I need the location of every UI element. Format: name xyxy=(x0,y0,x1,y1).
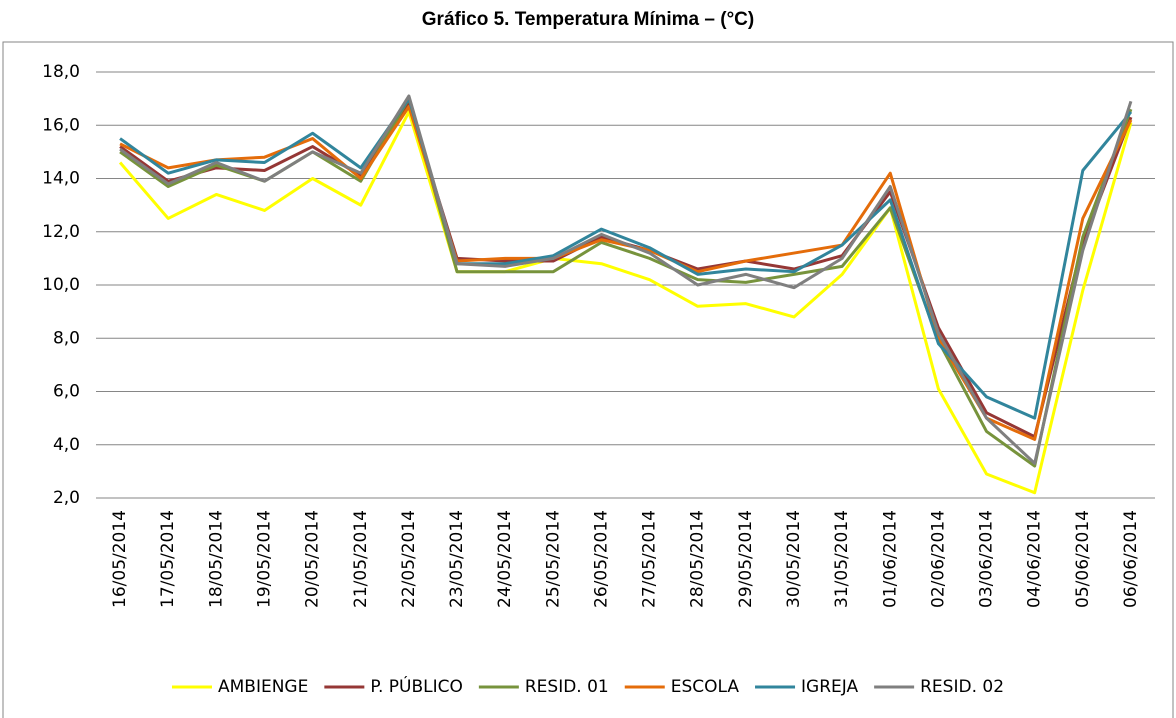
x-tick-label: 30/05/2014 xyxy=(784,510,804,608)
x-tick-label: 19/05/2014 xyxy=(254,510,274,608)
x-tick-label: 03/06/2014 xyxy=(977,510,997,608)
x-tick-label: 18/05/2014 xyxy=(206,510,226,608)
y-tick-label: 18,0 xyxy=(42,62,80,82)
x-tick-label: 16/05/2014 xyxy=(110,510,130,608)
legend-label: ESCOLA xyxy=(671,677,740,697)
x-tick-label: 28/05/2014 xyxy=(688,510,708,608)
x-tick-label: 20/05/2014 xyxy=(303,510,323,608)
x-tick-label: 06/06/2014 xyxy=(1121,510,1141,608)
x-tick-label: 21/05/2014 xyxy=(351,510,371,608)
x-tick-label: 29/05/2014 xyxy=(736,510,756,608)
y-tick-label: 6,0 xyxy=(53,382,80,402)
y-tick-label: 12,0 xyxy=(42,222,80,242)
x-tick-label: 22/05/2014 xyxy=(399,510,419,608)
x-tick-label: 05/06/2014 xyxy=(1073,510,1093,608)
x-tick-label: 23/05/2014 xyxy=(447,510,467,608)
x-tick-label: 04/06/2014 xyxy=(1025,510,1045,608)
series-line xyxy=(119,94,1133,465)
legend-label: RESID. 01 xyxy=(525,677,609,697)
y-tick-label: 14,0 xyxy=(42,169,80,189)
x-tick-label: 01/06/2014 xyxy=(880,510,900,608)
y-tick-label: 16,0 xyxy=(42,115,80,135)
x-tick-label: 27/05/2014 xyxy=(640,510,660,608)
chart-title: Gráfico 5. Temperatura Mínima – (°C) xyxy=(422,9,754,30)
legend-label: IGREJA xyxy=(801,677,858,697)
legend-label: P. PÚBLICO xyxy=(370,675,463,697)
x-tick-label: 24/05/2014 xyxy=(495,510,515,608)
y-tick-label: 8,0 xyxy=(53,328,80,348)
x-tick-label: 02/06/2014 xyxy=(928,510,948,608)
y-tick-label: 4,0 xyxy=(53,435,80,455)
x-tick-label: 31/05/2014 xyxy=(832,510,852,608)
legend-label: AMBIENGE xyxy=(218,677,308,697)
y-tick-label: 10,0 xyxy=(42,275,80,295)
x-tick-label: 17/05/2014 xyxy=(158,510,178,608)
series-line xyxy=(119,97,1133,420)
series-line xyxy=(118,110,1133,495)
chart-frame xyxy=(2,41,1174,718)
y-tick-label: 2,0 xyxy=(53,488,80,508)
x-tick-label: 26/05/2014 xyxy=(591,510,611,608)
x-tick-label: 25/05/2014 xyxy=(543,510,563,608)
legend-label: RESID. 02 xyxy=(920,677,1004,697)
